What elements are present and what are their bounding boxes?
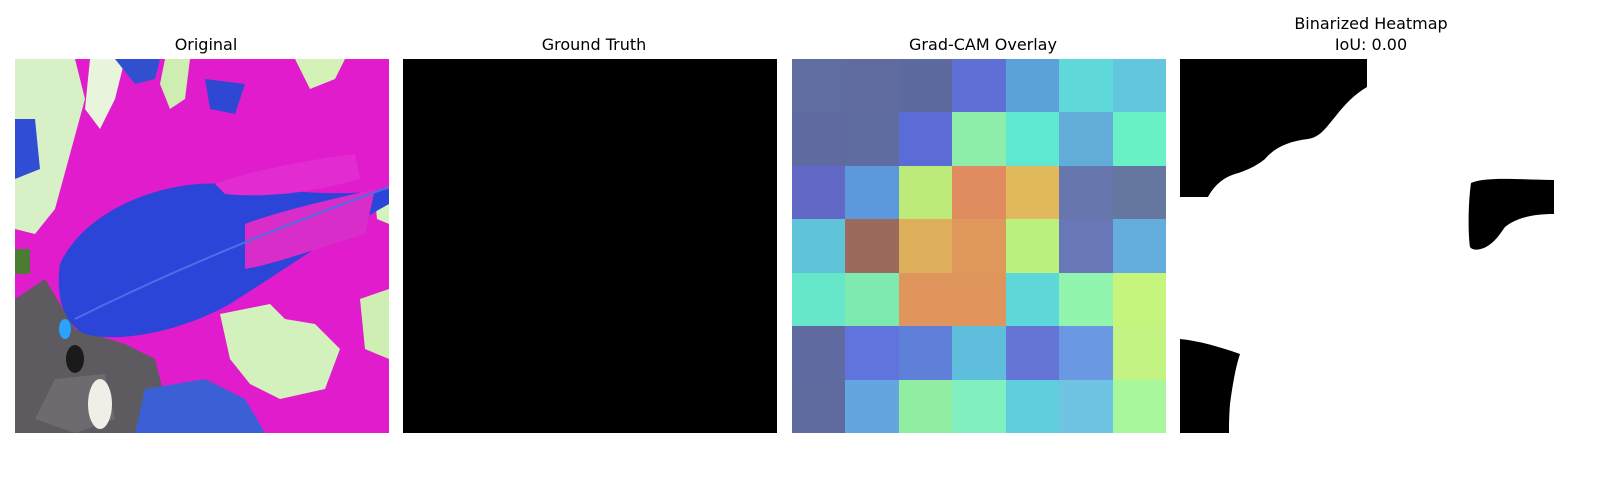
panel-title: Original — [174, 35, 238, 54]
gradcam-cell — [952, 112, 1006, 166]
gradcam-cell — [845, 380, 899, 433]
gradcam-cell — [1006, 166, 1059, 219]
gradcam-cell — [899, 219, 952, 273]
gradcam-cell — [845, 112, 899, 166]
gradcam-cell — [952, 273, 1006, 326]
panel-title: Grad-CAM Overlay — [909, 35, 1057, 54]
gradcam-cell — [1006, 273, 1059, 326]
gradcam-cell — [1113, 59, 1166, 112]
gradcam-cell — [1059, 380, 1113, 433]
gradcam-cell — [845, 273, 899, 326]
panel-ground-truth: Ground Truth — [403, 0, 785, 500]
gradcam-overlay-image — [792, 59, 1174, 441]
gradcam-cell — [1006, 326, 1059, 380]
gradcam-cell — [792, 112, 845, 166]
gradcam-cell — [1059, 219, 1113, 273]
gradcam-cell — [792, 326, 845, 380]
gradcam-cell — [1113, 273, 1166, 326]
panel-subtitle-iou: IoU: 0.00 — [1334, 35, 1408, 54]
gradcam-cell — [845, 59, 899, 112]
gradcam-cell — [792, 273, 845, 326]
gradcam-cell — [792, 166, 845, 219]
gradcam-cell — [1006, 380, 1059, 433]
gradcam-cell — [899, 166, 952, 219]
gradcam-cell — [1113, 219, 1166, 273]
gradcam-cell — [1006, 59, 1059, 112]
gradcam-cell — [1113, 112, 1166, 166]
panel-title: Ground Truth — [541, 35, 647, 54]
gradcam-cell — [1059, 273, 1113, 326]
panel-original: Original — [15, 0, 397, 500]
gradcam-cell — [1113, 380, 1166, 433]
gradcam-cell — [845, 219, 899, 273]
gradcam-cell — [792, 59, 845, 112]
gradcam-cell — [845, 166, 899, 219]
gradcam-cell — [899, 380, 952, 433]
gradcam-cell — [952, 380, 1006, 433]
gradcam-cell — [899, 326, 952, 380]
gradcam-cell — [1059, 59, 1113, 112]
gradcam-cell — [1006, 219, 1059, 273]
gradcam-cell — [1059, 166, 1113, 219]
binarized-heatmap-image — [1180, 59, 1562, 441]
ground-truth-mask — [403, 59, 785, 441]
gradcam-cell — [792, 380, 845, 433]
gradcam-cell — [1059, 112, 1113, 166]
gradcam-cell — [845, 326, 899, 380]
gradcam-cell — [1113, 326, 1166, 380]
gradcam-cell — [952, 166, 1006, 219]
gradcam-cell — [1059, 326, 1113, 380]
gradcam-cell — [899, 273, 952, 326]
gradcam-cell — [952, 59, 1006, 112]
panel-gradcam: Grad-CAM Overlay — [792, 0, 1174, 500]
gradcam-cell — [899, 112, 952, 166]
original-image — [15, 59, 397, 441]
gradcam-cell — [1006, 112, 1059, 166]
gradcam-cell — [952, 219, 1006, 273]
gradcam-grid — [792, 59, 1166, 433]
gradcam-cell — [1113, 166, 1166, 219]
gradcam-cell — [952, 326, 1006, 380]
gradcam-cell — [792, 219, 845, 273]
panel-binarized: Binarized Heatmap IoU: 0.00 — [1180, 0, 1562, 500]
gradcam-cell — [899, 59, 952, 112]
panel-title: Binarized Heatmap — [1294, 14, 1448, 33]
